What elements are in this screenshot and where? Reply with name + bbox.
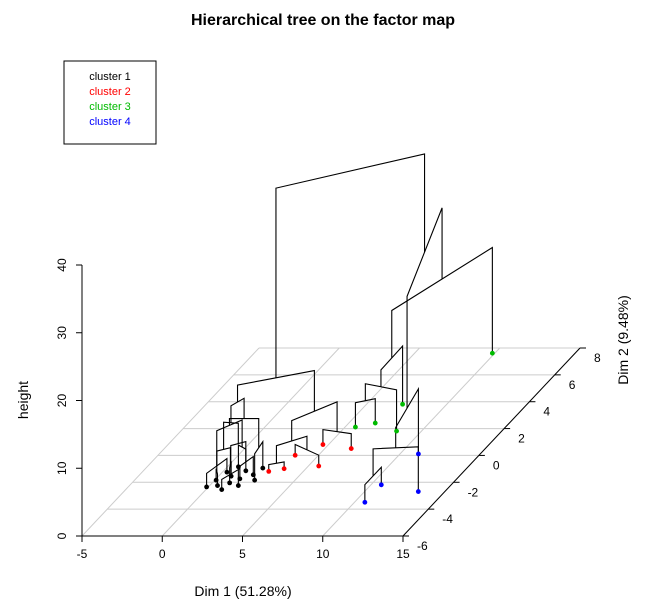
z-tick-label: 30 <box>55 326 69 340</box>
legend-entry: cluster 2 <box>89 86 131 98</box>
cluster-3-point <box>353 424 358 430</box>
cluster-1-point <box>250 472 256 478</box>
grid-line <box>161 347 340 537</box>
tree-branch <box>275 153 426 378</box>
cluster-1-point <box>213 477 219 483</box>
legend-box <box>63 60 157 145</box>
cluster-2-point <box>348 446 354 451</box>
cluster-points <box>204 350 495 505</box>
chart-title: Hierarchical tree on the factor map <box>190 12 456 29</box>
legend-entry: cluster 4 <box>89 116 131 128</box>
cluster-1-point <box>235 483 241 488</box>
x-tick-label: 15 <box>396 547 410 561</box>
cluster-1-point <box>227 480 233 486</box>
tree-branch <box>380 344 404 405</box>
z-tick-label: 40 <box>55 258 69 272</box>
legend-entry: cluster 1 <box>89 71 131 83</box>
y-tick-label: 4 <box>543 405 550 419</box>
cluster-3-point <box>394 428 399 434</box>
cluster-2-point <box>316 463 322 469</box>
cluster-1-point <box>236 464 241 470</box>
cluster-2-point <box>266 468 272 474</box>
z-tick-label: 10 <box>55 461 69 475</box>
tree-branch <box>364 383 398 432</box>
cluster-1-point <box>219 487 225 492</box>
axes: -5 0 5 10 15 Dim 1 (51.28%) -6 -4 -2 0 2 4 6 8 Dim 2 (… <box>15 258 631 599</box>
y-tick-label: -4 <box>442 512 453 526</box>
y-tick-label: 6 <box>569 378 576 392</box>
cluster-1-point <box>228 473 234 479</box>
x-axis-label: Dim 1 (51.28%) <box>194 583 291 599</box>
cluster-1-point <box>243 468 249 474</box>
y-tick-label: 0 <box>493 458 500 472</box>
cluster-1-point <box>252 477 258 483</box>
x-tick-label: 10 <box>316 547 330 561</box>
cluster-1-point <box>215 483 220 488</box>
z-tick-label: 20 <box>55 394 69 408</box>
y-axis-label: Dim 2 (9.48%) <box>615 295 631 384</box>
cluster-1-point <box>224 469 230 475</box>
y-tick-label: 8 <box>594 351 601 365</box>
x-tick-label: 0 <box>159 547 166 561</box>
y-tick-label: 2 <box>518 432 525 446</box>
floor-grid <box>81 347 581 537</box>
tree-branch <box>216 446 231 472</box>
legend: cluster 1 cluster 2 cluster 3 cluster 4 <box>63 60 157 145</box>
grid-line <box>81 347 260 537</box>
cluster-4-point <box>362 499 368 505</box>
tree-branch <box>354 397 376 428</box>
x-tick-label: 5 <box>239 547 246 561</box>
cluster-1-point <box>204 484 209 490</box>
grid-line <box>322 347 501 537</box>
grid-line <box>242 347 420 537</box>
cluster-4-point <box>415 489 421 494</box>
y-tick-label: -6 <box>417 539 428 553</box>
cluster-1-point <box>260 465 266 471</box>
z-axis-label: height <box>15 381 31 419</box>
cluster-2-point <box>281 466 287 472</box>
legend-entry: cluster 3 <box>89 101 131 113</box>
cluster-1-point <box>237 476 243 482</box>
cluster-4-point <box>378 482 384 488</box>
y-axis-line <box>402 347 581 537</box>
z-tick-label: 0 <box>55 532 69 539</box>
cluster-3-point <box>489 350 495 356</box>
cluster-2-point <box>292 452 298 458</box>
tree-branch <box>230 397 245 423</box>
x-tick-label: -5 <box>77 547 88 561</box>
cluster-3-point <box>400 401 405 407</box>
cluster-4-point <box>416 451 421 457</box>
cluster-3-point <box>372 420 378 426</box>
y-tick-label: -2 <box>468 485 479 499</box>
cluster-2-point <box>320 442 326 447</box>
tree-branch <box>268 461 285 472</box>
